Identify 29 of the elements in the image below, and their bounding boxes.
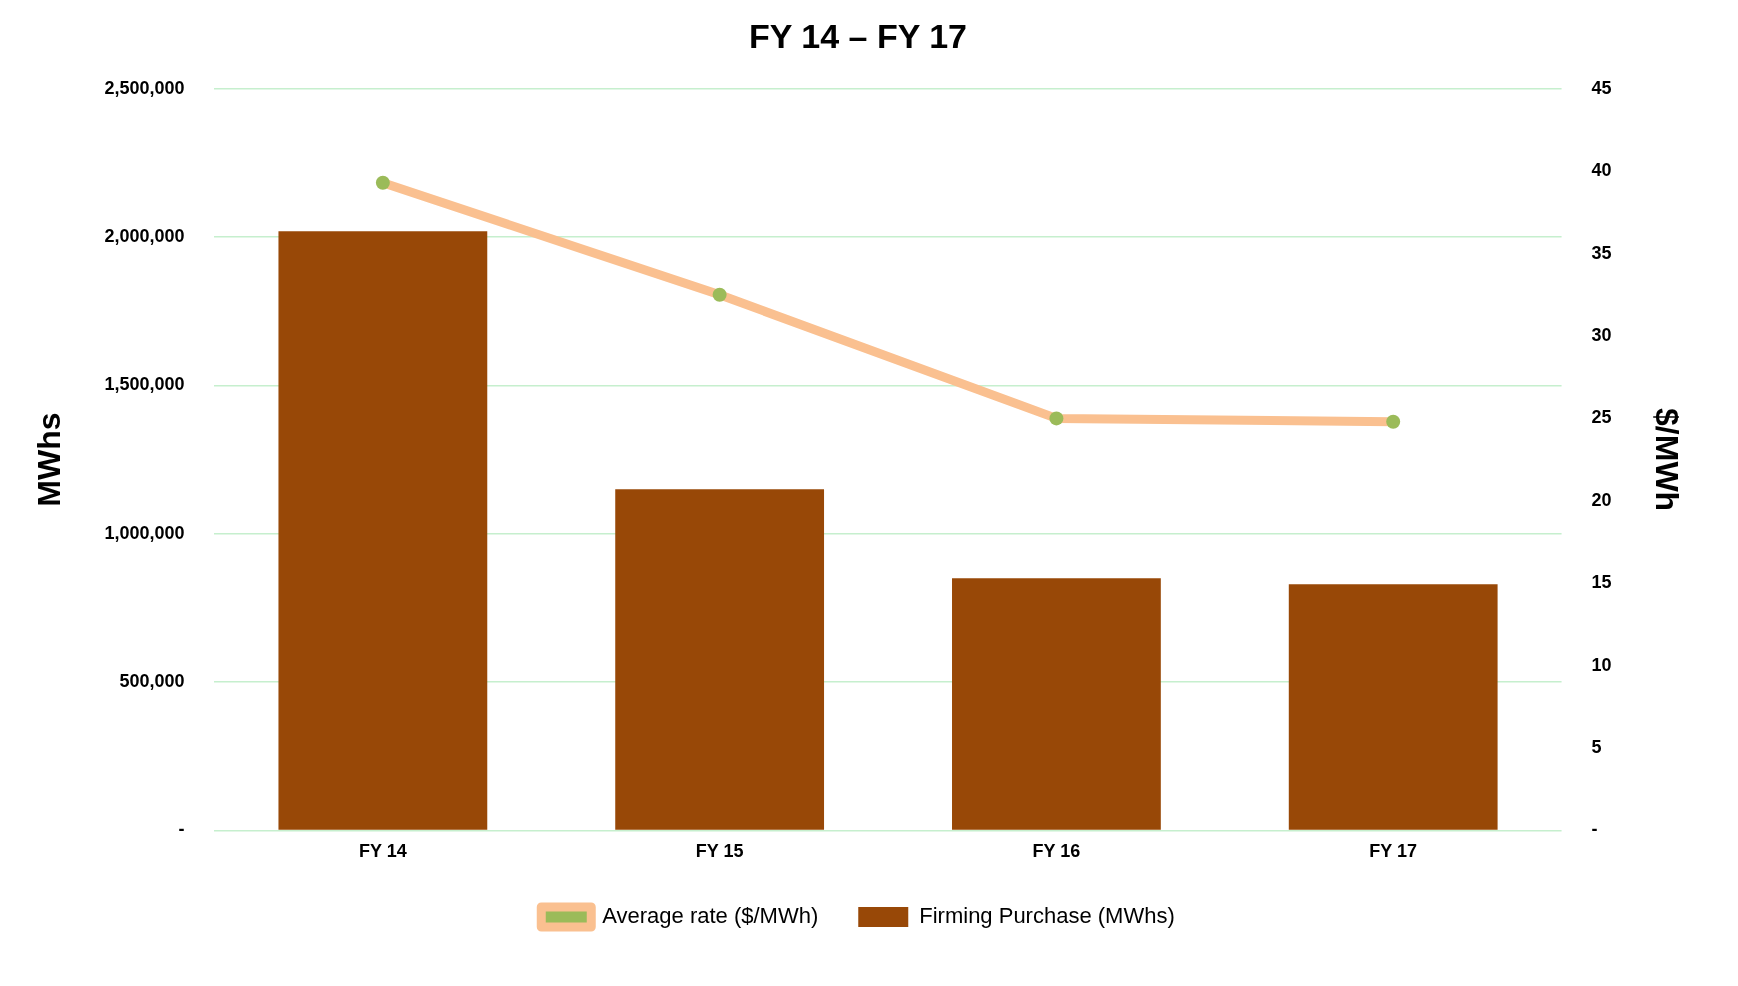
- y2-tick-label: 20: [1591, 489, 1612, 510]
- y2-tick-label: 45: [1591, 77, 1612, 98]
- y-tick-label: 1,500,000: [104, 374, 185, 395]
- y-tick-label: 500,000: [119, 671, 185, 692]
- chart-title: FY 14 – FY 17: [749, 16, 967, 55]
- bar: [1288, 584, 1498, 830]
- y2-tick-label: 30: [1591, 324, 1612, 345]
- y2-tick-label: 15: [1591, 572, 1612, 593]
- y2-tick-label: 5: [1591, 736, 1602, 757]
- y-tick-label: -: [178, 819, 185, 840]
- x-tick-label: FY 15: [695, 841, 744, 862]
- legend-label: Firming Purchase (MWhs): [919, 903, 1175, 929]
- bar: [952, 578, 1161, 830]
- legend-label: Average rate ($/MWh): [602, 903, 819, 929]
- y2-tick-label: 35: [1591, 242, 1612, 263]
- y-tick-label: 1,000,000: [104, 522, 185, 543]
- y2-tick-label: -: [1591, 819, 1598, 840]
- bar: [278, 231, 488, 830]
- y2-tick-label: 40: [1591, 160, 1612, 181]
- x-tick-label: FY 14: [359, 841, 407, 862]
- y-axis-title: MWhs: [31, 412, 68, 507]
- x-tick-label: FY 17: [1369, 841, 1418, 862]
- y-tick-label: 2,500,000: [104, 77, 185, 98]
- x-tick-label: FY 16: [1032, 841, 1081, 862]
- y2-axis-title: $/MWh: [1648, 408, 1685, 512]
- y2-tick-label: 10: [1591, 654, 1612, 675]
- y2-tick-label: 25: [1591, 407, 1612, 428]
- bar: [615, 489, 825, 830]
- y-tick-label: 2,000,000: [104, 226, 185, 247]
